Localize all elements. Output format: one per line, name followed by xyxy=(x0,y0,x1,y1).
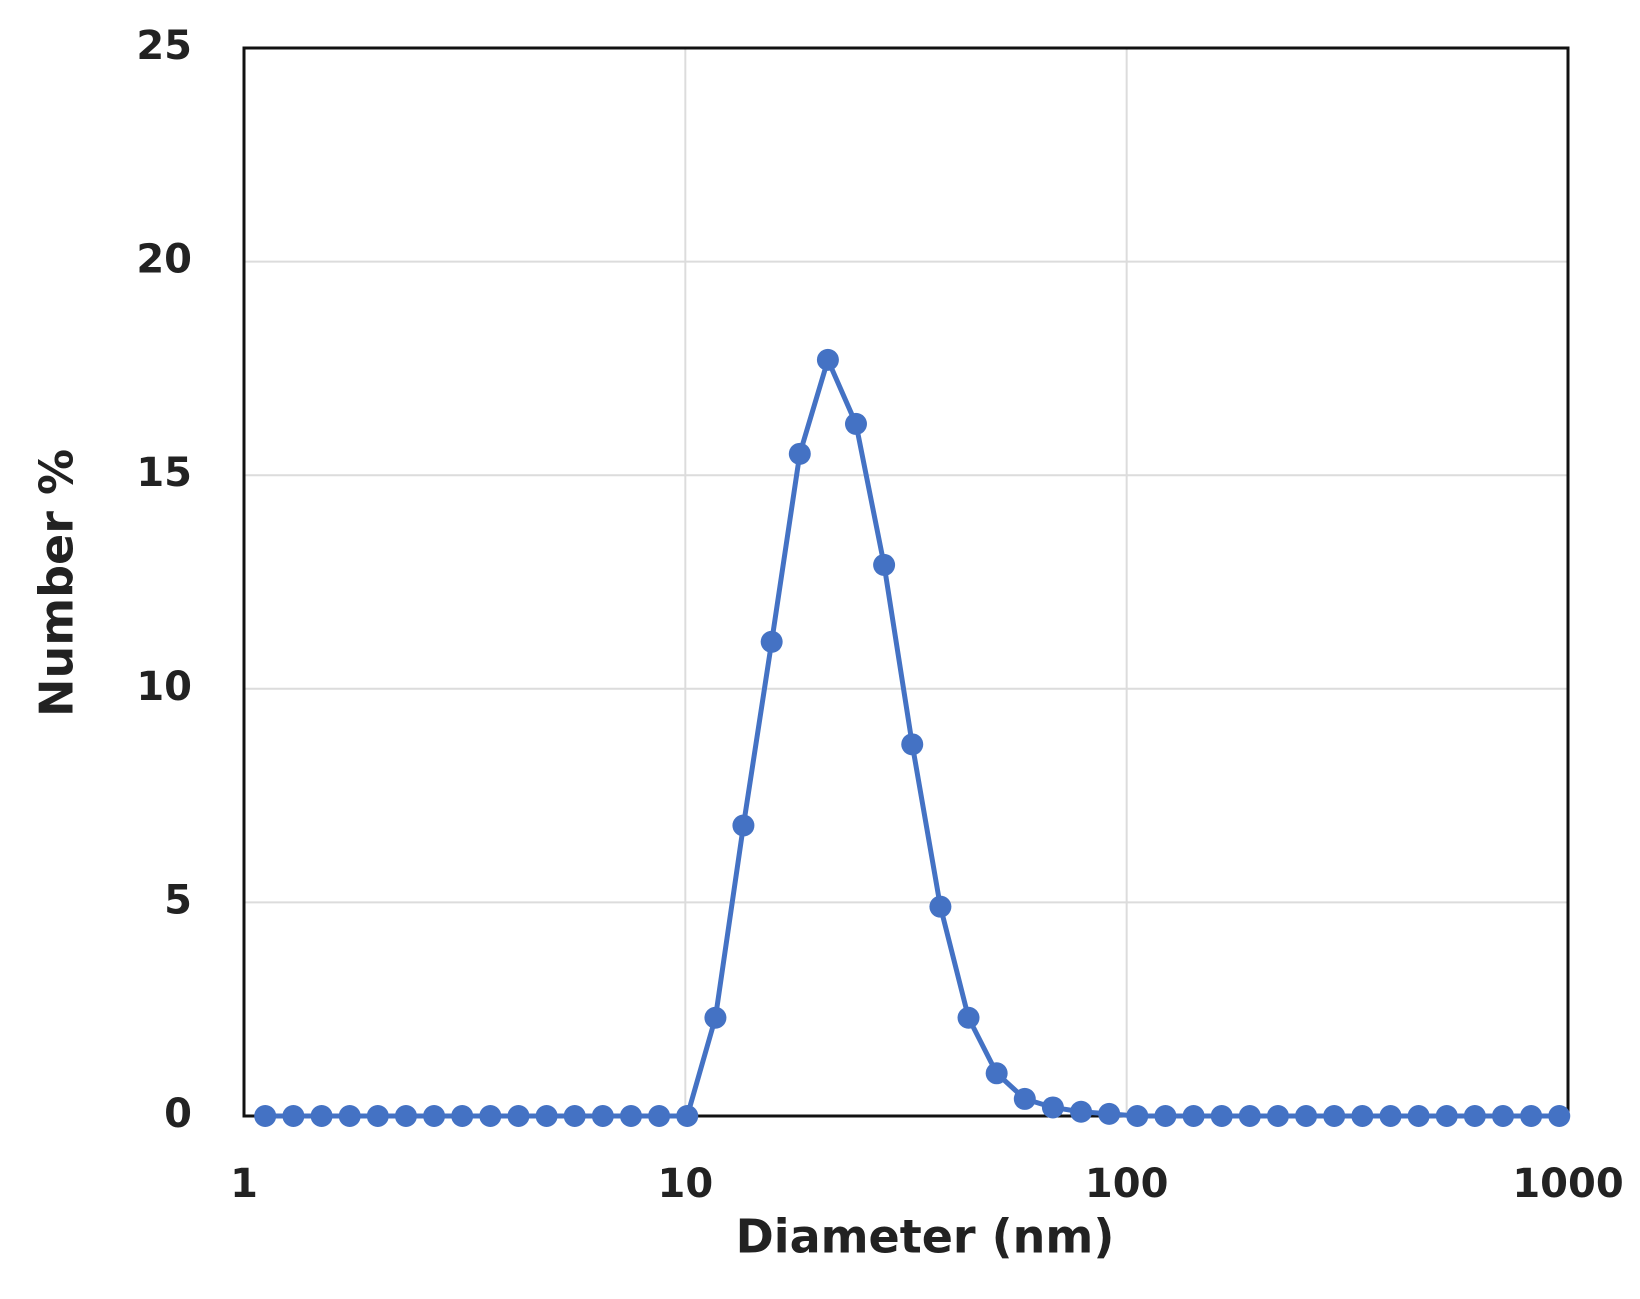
data-point xyxy=(901,733,924,756)
y-tick-label: 20 xyxy=(136,237,192,283)
data-point xyxy=(1182,1105,1205,1127)
data-point xyxy=(1295,1105,1318,1127)
data-point xyxy=(479,1105,502,1127)
data-point xyxy=(1154,1105,1177,1127)
y-tick-label: 10 xyxy=(136,664,192,710)
data-point xyxy=(732,814,755,837)
data-point xyxy=(648,1105,671,1127)
data-point xyxy=(1407,1105,1430,1127)
x-tick-label: 1000 xyxy=(1512,1161,1623,1207)
data-point xyxy=(760,630,783,653)
data-point xyxy=(676,1105,699,1127)
data-point xyxy=(1210,1105,1233,1127)
y-tick-label: 15 xyxy=(136,450,192,496)
data-point xyxy=(1351,1105,1374,1127)
data-point xyxy=(929,895,952,918)
y-tick-label: 0 xyxy=(164,1091,192,1137)
data-point xyxy=(282,1105,305,1127)
data-point xyxy=(254,1105,277,1127)
data-point xyxy=(985,1062,1008,1085)
plot-frame xyxy=(242,46,1570,1118)
data-point xyxy=(1463,1105,1486,1127)
data-point xyxy=(1013,1087,1036,1110)
data-point xyxy=(338,1105,361,1127)
data-point xyxy=(1098,1102,1121,1125)
data-point xyxy=(310,1105,333,1127)
data-point xyxy=(394,1105,417,1127)
data-point xyxy=(1520,1105,1543,1127)
data-point xyxy=(1435,1105,1458,1127)
data-point xyxy=(1548,1105,1571,1127)
data-point xyxy=(535,1105,558,1127)
data-point xyxy=(591,1105,614,1127)
data-point xyxy=(451,1105,474,1127)
data-point xyxy=(1379,1105,1402,1127)
x-axis-title: Diameter (nm) xyxy=(736,1210,1115,1264)
x-tick-label: 10 xyxy=(657,1161,713,1207)
data-point xyxy=(619,1105,642,1127)
y-tick-label: 5 xyxy=(164,877,192,923)
data-point xyxy=(1126,1105,1149,1127)
data-point xyxy=(507,1105,530,1127)
data-point xyxy=(1266,1105,1289,1127)
data-point xyxy=(1323,1105,1346,1127)
data-point xyxy=(1070,1100,1093,1123)
x-tick-label: 100 xyxy=(1085,1161,1169,1207)
data-point xyxy=(957,1006,980,1029)
y-axis-title: Number % xyxy=(30,449,84,717)
data-point xyxy=(704,1006,727,1029)
data-point xyxy=(1238,1105,1261,1127)
data-point xyxy=(423,1105,446,1127)
y-tick-label: 25 xyxy=(136,23,192,69)
x-tick-label: 1 xyxy=(230,1161,258,1207)
data-point xyxy=(816,348,839,371)
data-point xyxy=(366,1105,389,1127)
data-point xyxy=(844,412,867,435)
data-point xyxy=(563,1105,586,1127)
data-point xyxy=(788,442,811,465)
data-point xyxy=(1492,1105,1515,1127)
data-point xyxy=(1041,1096,1064,1119)
data-point xyxy=(873,553,896,576)
